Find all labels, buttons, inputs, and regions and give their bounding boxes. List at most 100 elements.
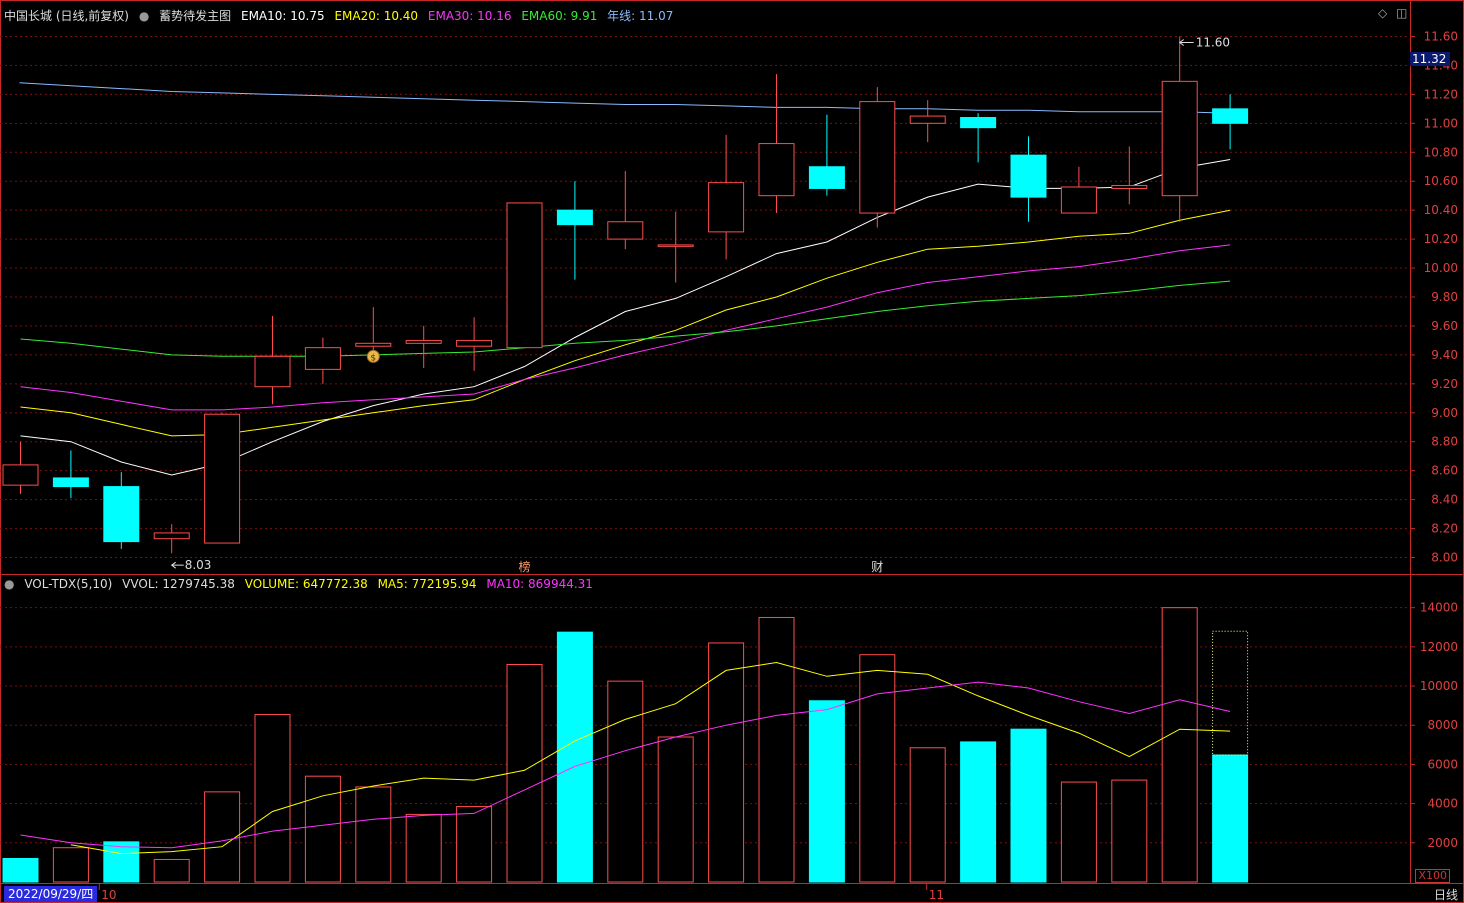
ma10-value: MA10: 869944.31 — [486, 577, 593, 591]
ema-lines — [19, 82, 1231, 476]
price-tick-label: 8.20 — [1431, 522, 1458, 536]
candle-up — [909, 115, 946, 124]
volume-bar-up — [153, 858, 190, 883]
volume-bar-down — [1010, 728, 1047, 883]
volume-bar-down — [2, 857, 39, 883]
event-bang-marker: 榜 — [518, 559, 530, 574]
volume-bar-down — [960, 741, 997, 883]
candle-down — [808, 166, 845, 189]
price-tick-label: 10.00 — [1424, 261, 1458, 275]
price-tick-label: 10.40 — [1424, 203, 1458, 217]
volume-bar-up — [758, 616, 795, 883]
volume-bar-up — [909, 747, 946, 883]
vvol-value: VVOL: 1279745.38 — [122, 577, 235, 591]
price-tick-label: 11.00 — [1424, 116, 1458, 130]
candle-up — [657, 244, 694, 247]
candle-up — [1060, 186, 1097, 214]
current-price-tag: 11.32 — [1410, 52, 1450, 66]
vol-toggle-icon[interactable]: ● — [4, 577, 15, 591]
price-tick-label: 10.20 — [1424, 232, 1458, 246]
volume-bar-up — [506, 664, 543, 883]
vol-indicator-name[interactable]: VOL-TDX(5,10) — [24, 577, 113, 591]
candle-down — [1212, 108, 1249, 124]
volume-bar-up — [304, 775, 341, 883]
volume-header: ● VOL-TDX(5,10) VVOL: 1279745.38 VOLUME:… — [4, 577, 599, 591]
money-bag-icon: $ — [366, 349, 380, 363]
candle-up — [204, 413, 241, 544]
price-tick-label: 9.00 — [1431, 406, 1458, 420]
volume-tick-label: 6000 — [1427, 757, 1458, 771]
candle-up — [607, 221, 644, 240]
price-tick-label: 11.60 — [1424, 29, 1458, 43]
ema30-value: EMA30: 10.16 — [427, 9, 512, 23]
period-label[interactable]: 日线 — [1433, 888, 1458, 902]
candles[interactable] — [2, 36, 1249, 554]
candle-up — [304, 347, 341, 370]
price-tick-label: 8.60 — [1431, 464, 1458, 478]
indicator-toggle-icon[interactable]: ● — [138, 9, 150, 23]
candle-up — [405, 339, 442, 344]
event-cai-marker: 财 — [871, 560, 883, 574]
candle-up — [456, 339, 493, 347]
price-tick-label: 9.20 — [1431, 377, 1458, 391]
ema20-value: EMA20: 10.40 — [334, 9, 419, 23]
indicator-name[interactable]: 蓄势待发主图 — [159, 9, 232, 23]
ema60-value: EMA60: 9.91 — [521, 9, 598, 23]
volume-tick-label: 2000 — [1427, 836, 1458, 850]
year-line-value: 年线: 11.07 — [607, 9, 674, 23]
candle-up — [758, 143, 795, 197]
volume-tick-label: 4000 — [1427, 797, 1458, 811]
volume-line-ma5 — [70, 661, 1231, 855]
main-header: 中国长城 (日线,前复权) ● 蓄势待发主图 EMA10: 10.75 EMA2… — [4, 7, 679, 24]
price-tick-label: 10.80 — [1424, 145, 1458, 159]
volume-bar-up — [204, 791, 241, 883]
low-arrow — [170, 561, 184, 569]
high-arrow — [1178, 39, 1194, 46]
candle-up — [153, 532, 190, 540]
volume-line-ma10 — [20, 681, 1231, 849]
candle-down — [103, 486, 140, 543]
volume-bar-up — [1161, 607, 1198, 883]
volume-tick-label: 14000 — [1420, 601, 1458, 615]
volume-bar-up — [1060, 781, 1097, 883]
volume-bar-up — [708, 642, 745, 883]
volume-bar-up — [254, 713, 291, 883]
money-bag-glyph: $ — [370, 353, 376, 363]
candle-up — [859, 101, 896, 214]
ema10-value: EMA10: 10.75 — [240, 9, 325, 23]
volume-bars[interactable] — [2, 607, 1249, 883]
volume-projection — [1212, 630, 1249, 756]
low-label: 8.03 — [185, 558, 212, 572]
price-tick-label: 9.80 — [1431, 290, 1458, 304]
diamond-icon[interactable]: ◇ — [1378, 6, 1388, 20]
volume-bar-up — [657, 736, 694, 883]
line-year — [19, 82, 1231, 114]
volume-bar-down — [556, 631, 593, 883]
volume-tick-label: 12000 — [1420, 640, 1458, 654]
volume-ma-lines — [20, 661, 1231, 855]
candle-down — [52, 477, 89, 488]
volume-bar-up — [859, 654, 896, 883]
stock-title[interactable]: 中国长城 (日线,前复权) — [4, 9, 129, 23]
price-axis: 11.6011.4011.2011.0010.8010.6010.4010.20… — [1410, 29, 1458, 565]
price-tick-label: 8.00 — [1431, 551, 1458, 565]
volume-tick-label: 10000 — [1420, 679, 1458, 693]
price-tick-label: 11.20 — [1424, 87, 1458, 101]
volume-bar-up — [456, 806, 493, 883]
candle-up — [506, 202, 543, 349]
candle-up — [1111, 185, 1148, 189]
candle-up — [1161, 80, 1198, 197]
price-tick-label: 9.60 — [1431, 319, 1458, 333]
volume-tick-label: 8000 — [1427, 718, 1458, 732]
line-ema30 — [20, 244, 1231, 411]
panel-toggle-icon[interactable]: ◫ — [1396, 6, 1408, 20]
month-10-label: 10 — [101, 888, 116, 902]
volume-bar-up — [405, 813, 442, 883]
volume-bar-up — [1111, 779, 1148, 883]
candle-up — [254, 355, 291, 388]
candle-down — [960, 117, 997, 129]
line-ema60 — [20, 280, 1231, 357]
volume-bar-up — [607, 680, 644, 883]
price-tick-label: 8.40 — [1431, 493, 1458, 507]
